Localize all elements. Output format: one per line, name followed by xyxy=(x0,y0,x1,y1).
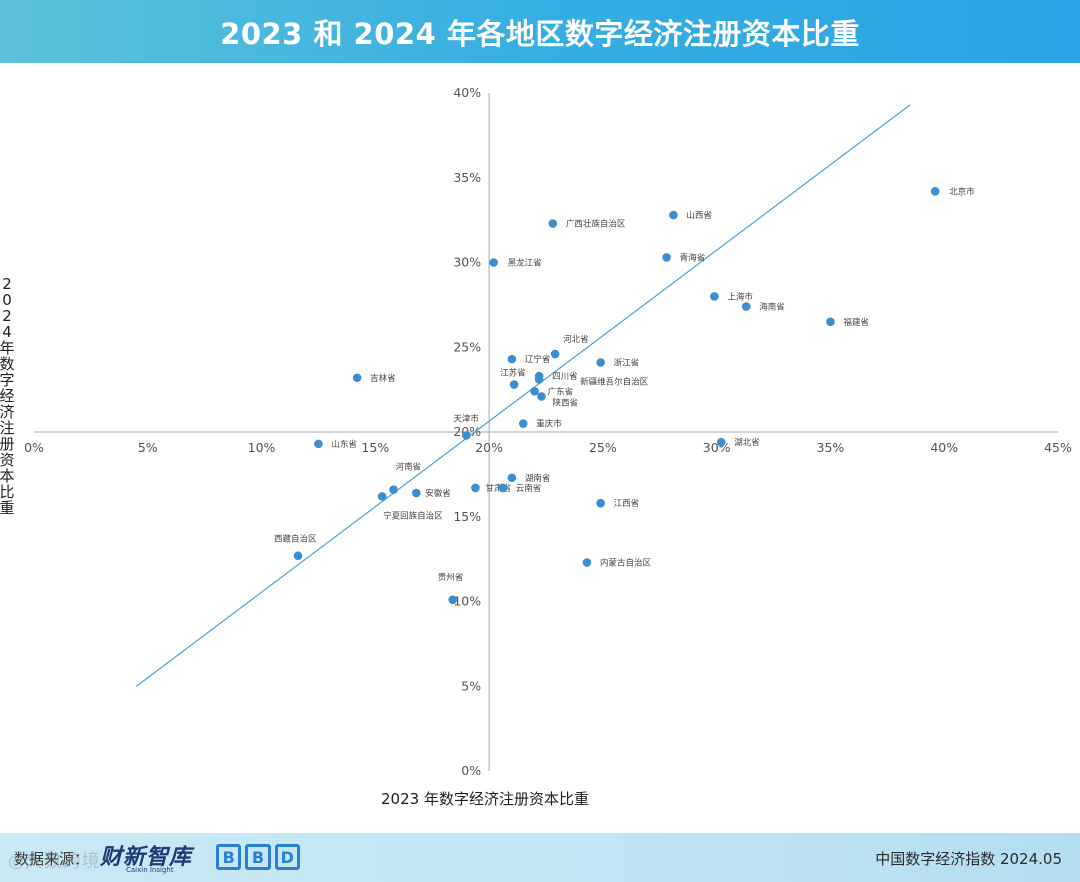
data-point xyxy=(741,302,751,311)
data-point xyxy=(669,210,678,220)
bbd-logo-letter: B xyxy=(216,844,242,870)
x-axis-label: 2023 年数字经济注册资本比重 xyxy=(381,790,589,808)
x-tick-label: 45% xyxy=(1044,440,1072,455)
data-point xyxy=(314,439,323,449)
data-point xyxy=(411,488,421,498)
data-point xyxy=(710,292,719,301)
data-point xyxy=(509,380,519,389)
caixin-insight-logo: 财新智库 Caixin Insight xyxy=(100,839,205,879)
data-point xyxy=(596,498,605,508)
data-label: 天津市 xyxy=(453,413,479,424)
data-label: 陕西省 xyxy=(552,397,578,408)
x-tick-label: 10% xyxy=(248,440,276,455)
data-point xyxy=(462,431,471,440)
data-source-label: 数据来源： xyxy=(14,850,90,868)
data-label: 黑龙江省 xyxy=(508,258,543,269)
data-label: 安徽省 xyxy=(425,488,451,499)
chart-header: 2023 和 2024 年各地区数字经济注册资本比重 xyxy=(0,0,1080,63)
data-point xyxy=(550,349,560,359)
y-axis-label: 2024 年数字经济注册资本比重 xyxy=(0,275,15,517)
x-tick-label: 35% xyxy=(817,440,845,455)
y-tick-label: 5% xyxy=(461,678,481,693)
y-tick-label: 0% xyxy=(461,763,481,778)
data-label: 河南省 xyxy=(396,462,422,473)
data-point xyxy=(498,483,508,493)
x-tick-label: 40% xyxy=(930,440,958,455)
y-tick-label: 35% xyxy=(453,170,481,185)
data-label: 河北省 xyxy=(563,334,589,345)
data-label: 青海省 xyxy=(680,252,706,263)
data-point xyxy=(548,219,558,228)
data-label: 四川省 xyxy=(552,371,578,382)
data-point xyxy=(930,187,940,196)
data-point xyxy=(507,354,517,364)
data-label: 福建省 xyxy=(843,317,869,328)
x-tick-label: 30% xyxy=(703,440,731,455)
y-tick-label: 15% xyxy=(453,509,481,524)
data-label: 宁夏回族自治区 xyxy=(383,510,443,521)
scatter-chart: 0%5%10%15%20%25%30%35%40%45%0%5%10%15%20… xyxy=(24,85,1072,778)
data-label: 江苏省 xyxy=(500,368,526,379)
x-tick-label: 5% xyxy=(138,440,158,455)
data-point xyxy=(389,485,398,494)
data-point xyxy=(293,551,303,561)
data-point xyxy=(662,253,671,262)
data-label: 湖南省 xyxy=(525,473,551,484)
data-point xyxy=(352,373,362,383)
data-point xyxy=(826,317,835,327)
data-label: 江西省 xyxy=(614,498,640,509)
data-label: 甘肃省 xyxy=(485,483,511,494)
data-point xyxy=(534,375,544,384)
bbd-logo: B B D xyxy=(216,844,300,872)
data-label: 广西壮族自治区 xyxy=(566,219,626,230)
y-tick-label: 25% xyxy=(453,339,481,354)
data-label: 重庆市 xyxy=(536,419,562,430)
data-label: 西藏自治区 xyxy=(274,534,317,545)
data-label: 山东省 xyxy=(331,439,357,450)
footer-bar: ◎大数跨境 数据来源： 财新智库 Caixin Insight B B D 中国… xyxy=(0,833,1080,882)
data-point xyxy=(530,387,539,396)
x-tick-label: 25% xyxy=(589,440,617,455)
watermark: ◎大数跨境 xyxy=(8,851,101,872)
trend-line xyxy=(136,104,911,687)
data-point xyxy=(518,419,528,428)
x-tick-label: 0% xyxy=(24,440,44,455)
data-label: 辽宁省 xyxy=(525,354,551,365)
data-point xyxy=(596,358,605,367)
y-tick-label: 40% xyxy=(453,85,481,100)
data-label: 广东省 xyxy=(548,386,574,397)
data-label: 新疆维吾尔自治区 xyxy=(580,376,649,387)
data-point xyxy=(537,392,546,401)
data-label: 海南省 xyxy=(759,302,785,313)
data-point xyxy=(448,595,458,605)
data-point xyxy=(489,258,498,267)
chart-area: 0% 5% 10% 15% 20% 25% 30% 35% 40% 45% 0% 5% 10% 15% 20… xyxy=(0,63,1080,833)
data-label: 云南省 xyxy=(516,483,542,494)
y-tick-label: 10% xyxy=(453,594,481,609)
data-label: 上海市 xyxy=(727,291,753,302)
y-tick-label: 30% xyxy=(453,255,481,270)
data-label: 内蒙古自治区 xyxy=(600,558,652,569)
data-point xyxy=(471,483,480,493)
index-date-label: 中国数字经济指数 2024.05 xyxy=(875,850,1062,868)
x-tick-label: 15% xyxy=(361,440,389,455)
data-label: 浙江省 xyxy=(614,358,640,369)
data-label: 北京市 xyxy=(949,186,975,197)
data-point xyxy=(716,437,726,447)
data-label: 湖北省 xyxy=(734,437,760,448)
chart-title: 2023 和 2024 年各地区数字经济注册资本比重 xyxy=(220,16,860,51)
data-label: 吉林省 xyxy=(370,373,396,384)
caixin-logo-text: 财新智库 xyxy=(100,845,193,870)
data-point xyxy=(582,558,592,567)
bbd-logo-letter: B xyxy=(245,844,271,870)
data-point xyxy=(377,492,387,501)
data-label: 贵州省 xyxy=(438,572,464,583)
data-point xyxy=(507,473,517,483)
x-tick-label: 20% xyxy=(475,440,503,455)
bbd-logo-letter: D xyxy=(274,844,300,870)
caixin-logo-subtext: Caixin Insight xyxy=(126,866,174,874)
data-label: 山西省 xyxy=(686,210,712,221)
